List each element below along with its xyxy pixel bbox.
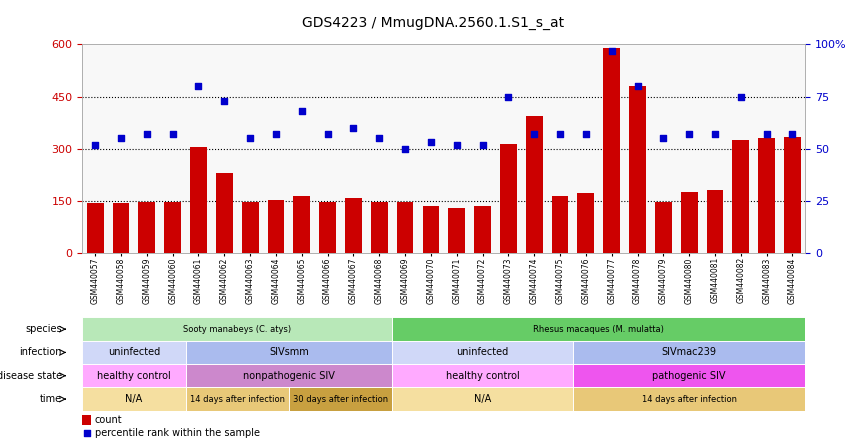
Text: nonpathogenic SIV: nonpathogenic SIV	[243, 371, 335, 381]
Bar	[759, 139, 775, 253]
Point	[604, 47, 618, 54]
Point	[527, 131, 541, 138]
Text: 14 days after infection: 14 days after infection	[190, 395, 285, 404]
Bar	[320, 202, 336, 253]
Text: disease state: disease state	[0, 371, 61, 381]
Point	[553, 131, 567, 138]
Bar	[216, 173, 233, 253]
Bar	[242, 202, 259, 253]
Text: uninfected: uninfected	[456, 347, 508, 357]
Bar	[578, 193, 594, 253]
Point	[630, 83, 644, 90]
Point	[785, 131, 799, 138]
Bar	[82, 415, 91, 425]
Bar	[604, 48, 620, 253]
Text: infection: infection	[19, 347, 61, 357]
Bar	[139, 202, 155, 253]
Point	[579, 131, 593, 138]
Point	[475, 141, 489, 148]
Bar	[707, 190, 723, 253]
Text: GDS4223 / MmugDNA.2560.1.S1_s_at: GDS4223 / MmugDNA.2560.1.S1_s_at	[302, 16, 564, 30]
Bar	[733, 140, 749, 253]
Text: species: species	[25, 324, 61, 334]
Text: healthy control: healthy control	[97, 371, 171, 381]
Bar	[345, 198, 362, 253]
Point	[682, 131, 696, 138]
Bar	[165, 202, 181, 253]
Point	[372, 135, 386, 142]
Point	[501, 93, 515, 100]
Bar	[294, 196, 310, 253]
Point	[269, 131, 283, 138]
Point	[708, 131, 722, 138]
Text: SIVmac239: SIVmac239	[662, 347, 717, 357]
Bar	[526, 116, 543, 253]
Point	[320, 131, 334, 138]
Point	[424, 139, 438, 146]
Point	[191, 83, 205, 90]
Bar	[268, 200, 284, 253]
Text: healthy control: healthy control	[446, 371, 520, 381]
Text: pathogenic SIV: pathogenic SIV	[652, 371, 726, 381]
Point	[759, 131, 773, 138]
Text: 30 days after infection: 30 days after infection	[293, 395, 388, 404]
Text: time: time	[40, 394, 61, 404]
Point	[398, 145, 412, 152]
Point	[656, 135, 670, 142]
Bar	[113, 202, 129, 253]
Bar	[191, 147, 207, 253]
Bar	[655, 202, 672, 253]
Bar	[423, 206, 439, 253]
Text: N/A: N/A	[126, 394, 143, 404]
Bar	[552, 196, 568, 253]
Point	[243, 135, 257, 142]
Bar	[500, 143, 517, 253]
Point	[165, 131, 179, 138]
Text: Rhesus macaques (M. mulatta): Rhesus macaques (M. mulatta)	[533, 325, 664, 333]
Bar	[397, 202, 413, 253]
Text: percentile rank within the sample: percentile rank within the sample	[95, 428, 260, 438]
Text: SIVsmm: SIVsmm	[269, 347, 309, 357]
Text: count: count	[95, 415, 123, 425]
Bar	[87, 202, 104, 253]
Point	[80, 429, 94, 436]
Bar	[371, 202, 388, 253]
Point	[114, 135, 128, 142]
Text: N/A: N/A	[474, 394, 491, 404]
Point	[449, 141, 463, 148]
Bar	[475, 206, 491, 253]
Text: uninfected: uninfected	[107, 347, 160, 357]
Text: 14 days after infection: 14 days after infection	[642, 395, 737, 404]
Bar	[681, 192, 697, 253]
Text: Sooty manabeys (C. atys): Sooty manabeys (C. atys)	[184, 325, 291, 333]
Bar	[449, 208, 465, 253]
Bar	[784, 137, 801, 253]
Point	[734, 93, 747, 100]
Point	[140, 131, 154, 138]
Point	[346, 124, 360, 131]
Point	[217, 97, 231, 104]
Point	[88, 141, 102, 148]
Bar	[629, 86, 646, 253]
Point	[294, 107, 308, 115]
